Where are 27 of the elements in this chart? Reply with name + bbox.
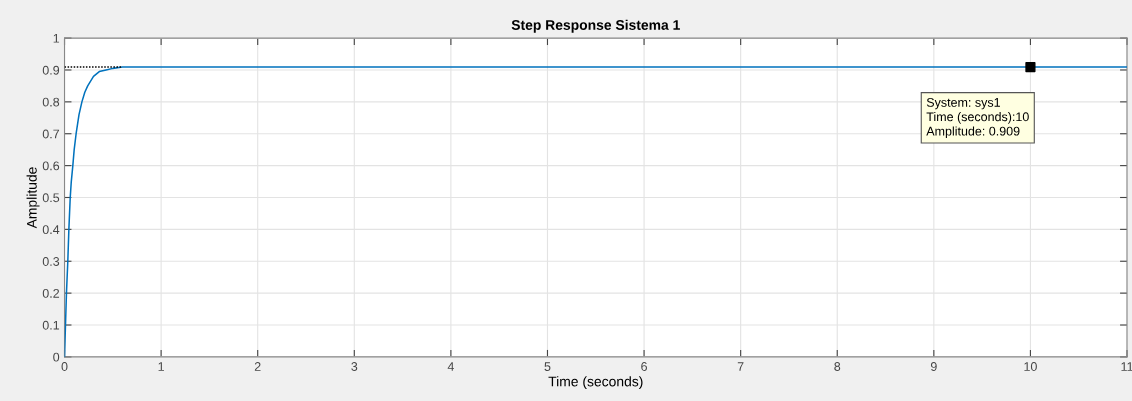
y-tick-label: 0.6 (42, 161, 60, 171)
y-tick-label: 0.3 (42, 257, 60, 266)
y-tick-label: 0.4 (42, 225, 60, 235)
chart-title: Step Response Sistema 1 (511, 19, 680, 33)
x-tick-label: 2 (254, 362, 261, 371)
y-tick-label: 0.7 (42, 129, 60, 139)
y-axis-title: Amplitude (26, 167, 40, 229)
x-tick-label: 0 (61, 362, 68, 371)
x-tick-label: 1 (158, 362, 164, 371)
y-tick-label: 0.1 (42, 320, 60, 330)
annotation: System: sys1 Time (seconds):10 Amplitude: 0.909 (926, 97, 1029, 139)
x-tick-label: 7 (737, 362, 744, 371)
x-tick-label: 3 (351, 362, 358, 371)
x-tick-label: 8 (834, 362, 841, 371)
x-tick-label: 4 (447, 362, 454, 371)
x-tick-label: 9 (930, 362, 937, 371)
x-tick-label: 6 (641, 362, 647, 371)
y-tick-label: 0.8 (42, 97, 60, 107)
y-tick-label: 0.2 (42, 288, 60, 298)
y-tick-label: 0.9 (42, 65, 60, 75)
x-tick-label: 11 (1121, 362, 1132, 371)
x-tick-label: 5 (544, 362, 551, 371)
y-tick-label: 0.5 (42, 193, 60, 203)
y-tick-label: 1 (53, 34, 60, 43)
y-tick-label: 0 (53, 352, 60, 362)
x-tick-label: 10 (1024, 362, 1037, 371)
x-axis-title: Time (seconds) (548, 376, 643, 390)
